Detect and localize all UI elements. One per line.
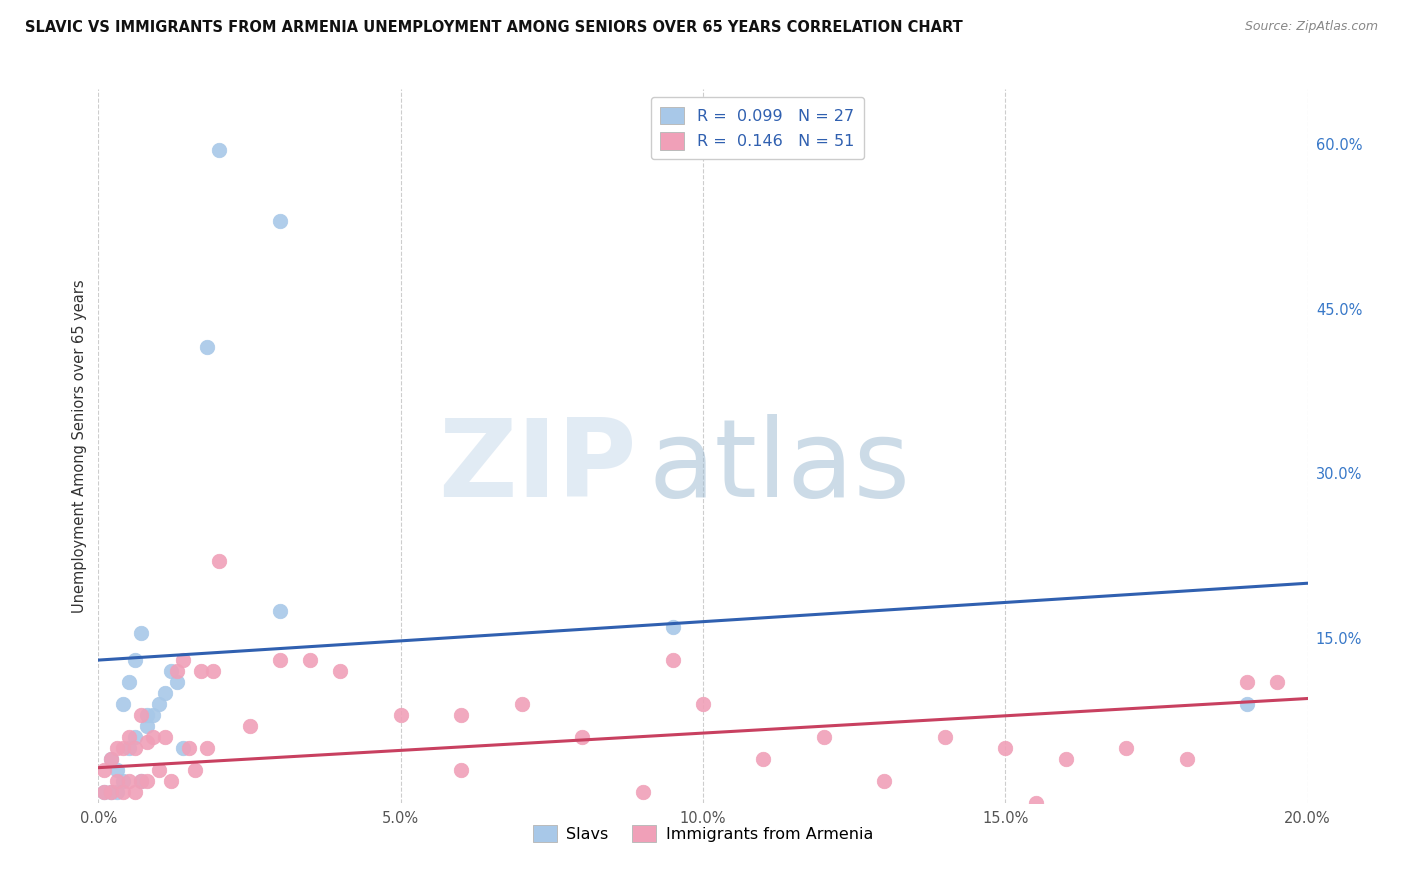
Point: [93, 763, 115, 777]
Point: [1115, 740, 1137, 755]
Point: [239, 719, 262, 733]
Point: [450, 708, 472, 723]
Y-axis label: Unemployment Among Seniors over 65 years: Unemployment Among Seniors over 65 years: [72, 279, 87, 613]
Point: [571, 730, 593, 744]
Text: atlas: atlas: [648, 415, 911, 520]
Point: [160, 664, 183, 678]
Point: [179, 740, 201, 755]
Point: [166, 664, 188, 678]
Point: [111, 785, 134, 799]
Point: [166, 675, 188, 690]
Point: [813, 730, 835, 744]
Point: [172, 653, 194, 667]
Point: [450, 763, 472, 777]
Point: [184, 763, 207, 777]
Point: [100, 752, 122, 766]
Point: [124, 785, 146, 799]
Point: [118, 730, 141, 744]
Point: [1267, 675, 1289, 690]
Point: [118, 675, 141, 690]
Point: [93, 785, 115, 799]
Point: [873, 773, 896, 788]
Point: [129, 708, 152, 723]
Point: [111, 773, 134, 788]
Point: [208, 143, 231, 157]
Point: [105, 740, 128, 755]
Point: [389, 708, 412, 723]
Point: [208, 554, 231, 568]
Point: [135, 773, 157, 788]
Legend: Slavs, Immigrants from Armenia: Slavs, Immigrants from Armenia: [526, 818, 880, 848]
Point: [100, 785, 122, 799]
Point: [105, 763, 128, 777]
Point: [124, 730, 146, 744]
Point: [111, 697, 134, 711]
Point: [269, 604, 291, 618]
Point: [1024, 796, 1046, 810]
Point: [631, 785, 654, 799]
Point: [692, 697, 714, 711]
Point: [934, 730, 956, 744]
Point: [190, 664, 212, 678]
Point: [93, 785, 115, 799]
Point: [105, 773, 128, 788]
Point: [195, 740, 218, 755]
Point: [135, 708, 157, 723]
Point: [100, 752, 122, 766]
Point: [105, 785, 128, 799]
Text: Source: ZipAtlas.com: Source: ZipAtlas.com: [1244, 20, 1378, 33]
Point: [129, 773, 152, 788]
Point: [329, 664, 352, 678]
Point: [153, 730, 176, 744]
Point: [1236, 675, 1258, 690]
Point: [752, 752, 775, 766]
Point: [135, 735, 157, 749]
Point: [269, 214, 291, 228]
Point: [153, 686, 176, 700]
Point: [160, 773, 183, 788]
Text: SLAVIC VS IMMIGRANTS FROM ARMENIA UNEMPLOYMENT AMONG SENIORS OVER 65 YEARS CORRE: SLAVIC VS IMMIGRANTS FROM ARMENIA UNEMPL…: [25, 20, 963, 35]
Point: [661, 620, 683, 634]
Point: [269, 653, 291, 667]
Point: [1175, 752, 1198, 766]
Text: ZIP: ZIP: [439, 415, 637, 520]
Point: [129, 625, 152, 640]
Point: [299, 653, 322, 667]
Point: [148, 697, 170, 711]
Point: [129, 773, 152, 788]
Point: [661, 653, 683, 667]
Point: [142, 708, 165, 723]
Point: [118, 773, 141, 788]
Point: [148, 763, 170, 777]
Point: [510, 697, 533, 711]
Point: [100, 785, 122, 799]
Point: [142, 730, 165, 744]
Point: [111, 740, 134, 755]
Point: [172, 740, 194, 755]
Point: [195, 340, 218, 354]
Point: [124, 653, 146, 667]
Point: [994, 740, 1017, 755]
Point: [1236, 697, 1258, 711]
Point: [1054, 752, 1077, 766]
Point: [135, 719, 157, 733]
Point: [118, 740, 141, 755]
Point: [124, 740, 146, 755]
Point: [202, 664, 225, 678]
